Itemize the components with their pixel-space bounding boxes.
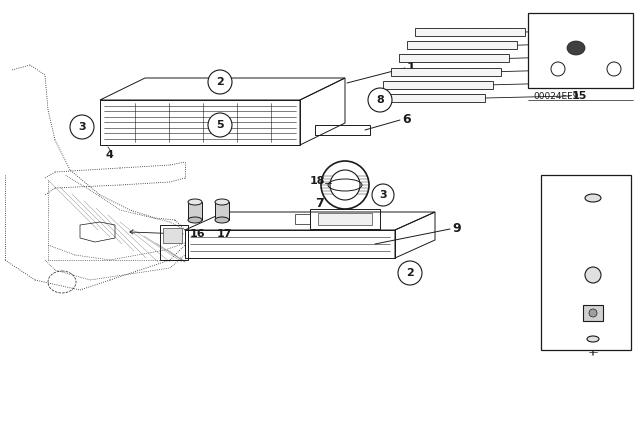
Ellipse shape bbox=[587, 336, 599, 342]
Circle shape bbox=[589, 309, 597, 317]
Text: 16: 16 bbox=[190, 229, 205, 239]
Text: 3: 3 bbox=[78, 122, 86, 132]
Polygon shape bbox=[399, 54, 509, 62]
Text: 10: 10 bbox=[582, 25, 597, 35]
Ellipse shape bbox=[215, 199, 229, 205]
Ellipse shape bbox=[567, 41, 585, 55]
Ellipse shape bbox=[215, 217, 229, 223]
Text: 1: 1 bbox=[407, 60, 416, 73]
Text: 17: 17 bbox=[217, 229, 232, 239]
Text: 5: 5 bbox=[549, 232, 557, 245]
Text: 8: 8 bbox=[549, 194, 557, 207]
Bar bbox=[528, 13, 633, 88]
Text: 14: 14 bbox=[574, 78, 589, 88]
Polygon shape bbox=[391, 68, 501, 76]
Text: 15: 15 bbox=[572, 91, 588, 101]
Ellipse shape bbox=[585, 194, 601, 202]
Text: 00024EE9: 00024EE9 bbox=[533, 91, 579, 100]
Text: 3: 3 bbox=[549, 306, 557, 319]
Text: 8: 8 bbox=[376, 95, 384, 105]
Circle shape bbox=[372, 184, 394, 206]
Circle shape bbox=[585, 267, 601, 283]
Polygon shape bbox=[318, 213, 372, 225]
Bar bbox=[188, 202, 202, 220]
Text: 18: 18 bbox=[310, 176, 326, 186]
Circle shape bbox=[208, 113, 232, 137]
Text: 7: 7 bbox=[315, 197, 324, 210]
Bar bbox=[541, 175, 631, 350]
Ellipse shape bbox=[188, 217, 202, 223]
Polygon shape bbox=[163, 228, 182, 243]
Bar bbox=[215, 202, 229, 220]
Text: 12: 12 bbox=[578, 52, 593, 61]
Circle shape bbox=[70, 115, 94, 139]
Polygon shape bbox=[415, 28, 525, 36]
Circle shape bbox=[398, 261, 422, 285]
Bar bbox=[583, 305, 603, 321]
Circle shape bbox=[368, 88, 392, 112]
Text: 2: 2 bbox=[549, 336, 557, 349]
Text: 3: 3 bbox=[379, 190, 387, 200]
Text: 13: 13 bbox=[576, 65, 591, 75]
Text: 6: 6 bbox=[402, 112, 411, 125]
Polygon shape bbox=[375, 94, 485, 102]
Text: 9: 9 bbox=[452, 221, 461, 234]
Text: 4: 4 bbox=[105, 150, 113, 160]
Polygon shape bbox=[383, 81, 493, 89]
Circle shape bbox=[208, 70, 232, 94]
Text: 5: 5 bbox=[216, 120, 224, 130]
Text: 4: 4 bbox=[549, 271, 557, 284]
Text: 11: 11 bbox=[580, 38, 595, 48]
Polygon shape bbox=[407, 41, 517, 49]
Ellipse shape bbox=[188, 199, 202, 205]
Text: 2: 2 bbox=[216, 77, 224, 87]
Text: 2: 2 bbox=[406, 268, 414, 278]
